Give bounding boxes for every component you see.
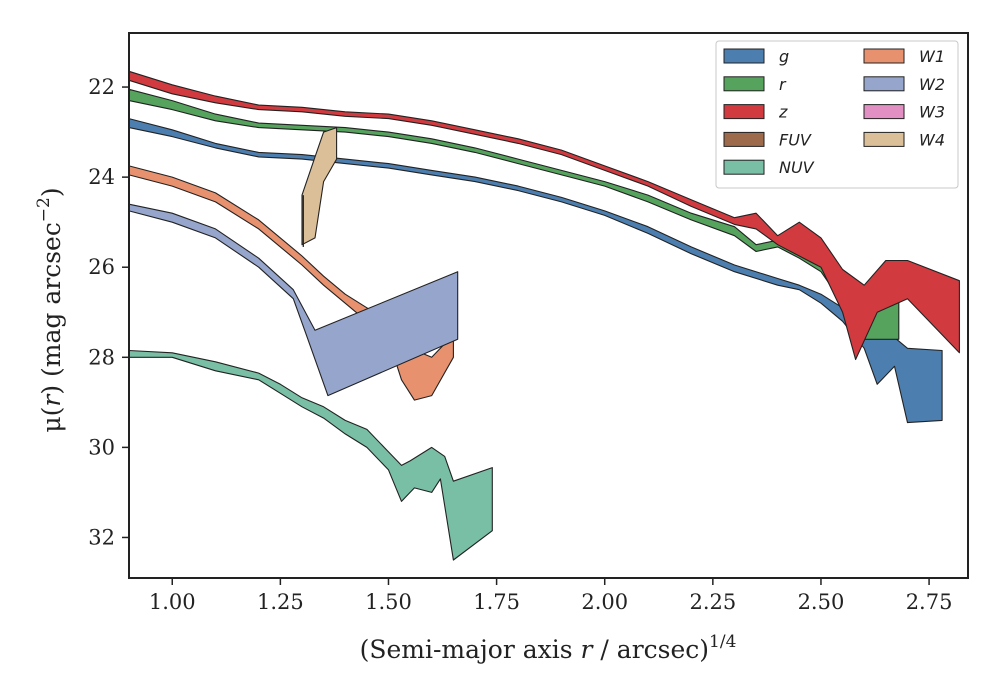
legend-label-nuv: NUV [779,158,815,177]
band-w2 [128,203,459,397]
y-axis-label-suffix: ) (mag arcsec [37,222,66,395]
plot-frame [128,32,969,579]
legend-swatch-fuv [723,131,765,147]
legend-label-r: r [779,75,787,94]
x-tick-label: 1.00 [149,590,196,614]
x-tick-label: 2.50 [798,590,845,614]
legend-label-w2: W2 [919,75,945,94]
x-axis-label-sup: 1/4 [709,632,736,652]
chart-bands [128,70,960,561]
legend-swatch-w1 [863,48,905,64]
y-tick-label: 30 [88,435,115,459]
x-axis-label-suffix: / arcsec) [592,635,709,664]
band-r [128,88,900,340]
legend-label-w1: W1 [919,47,945,66]
band-z [128,70,960,361]
y-axis: 22 24 26 28 30 32 [88,75,129,549]
x-axis-label-prefix: (Semi-major axis [360,635,581,664]
y-axis-label-prefix: μ( [37,407,66,433]
x-tick-label: 1.25 [257,590,304,614]
band-w4 [301,127,338,246]
legend-label-z: z [778,103,788,122]
legend-swatch-nuv [723,159,765,175]
x-tick-label: 2.75 [906,590,953,614]
legend-swatch-w2 [863,76,905,92]
y-axis-label-sup: −2 [34,197,54,222]
legend: grz FUV NUV W1 W2 W3 W4 [715,40,959,189]
legend-label-fuv: FUV [779,130,812,149]
legend-swatch-w4 [863,131,905,147]
y-tick-label: 32 [88,525,115,549]
y-axis-label: μ(r) (mag arcsec−2) [34,187,66,432]
y-tick-label: 24 [88,165,115,189]
y-axis-label-close: ) [37,187,66,197]
band-g [128,118,943,424]
legend-swatch-z [723,104,765,120]
y-tick-label: 28 [88,345,115,369]
x-axis-label-var: r [581,635,595,664]
x-axis: 1.00 1.25 1.50 1.75 2.00 2.25 2.50 2.75 [149,578,953,614]
x-axis-label: (Semi-major axis r / arcsec)1/4 [360,632,737,664]
x-tick-label: 1.50 [365,590,412,614]
x-tick-label: 1.75 [473,590,520,614]
y-axis-label-var: r [37,393,66,407]
band-w1 [128,165,454,401]
x-tick-label: 2.00 [581,590,628,614]
legend-label-g: g [779,47,789,66]
legend-label-w4: W4 [919,130,945,149]
legend-swatch-g [723,48,765,64]
legend-swatch-w3 [863,104,905,120]
x-tick-label: 2.25 [689,590,736,614]
y-tick-label: 22 [88,75,115,99]
legend-swatch-r [723,76,765,92]
band-nuv [128,349,493,561]
y-tick-label: 26 [88,255,115,279]
legend-label-w3: W3 [919,103,945,122]
